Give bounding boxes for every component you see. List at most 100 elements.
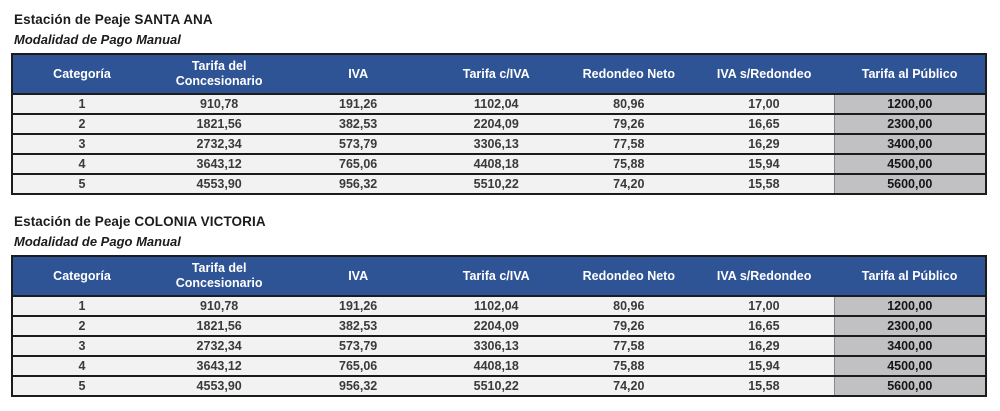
public-tariff-cell: 1200,00 xyxy=(833,94,986,115)
table-row: 5 4553,90 956,32 5510,22 74,20 15,58 5600,00 xyxy=(12,174,986,194)
tariff-cell: 15,58 xyxy=(694,174,835,194)
tariff-cell: 3306,13 xyxy=(429,134,564,155)
column-header: IVA s/Redondeo xyxy=(694,256,835,297)
tariff-cell: 4408,18 xyxy=(429,154,564,175)
tariff-cell: 191,26 xyxy=(287,296,430,317)
public-tariff-cell: 3400,00 xyxy=(833,134,986,155)
tariff-cell: 2 xyxy=(12,316,152,337)
payment-mode-subtitle: Modalidad de Pago Manual xyxy=(14,32,181,47)
tariff-cell: 5 xyxy=(12,174,152,194)
tariff-cell: 382,53 xyxy=(287,114,430,135)
tariff-cell: 1 xyxy=(12,296,152,317)
table-row: 3 2732,34 573,79 3306,13 77,58 16,29 3400,00 xyxy=(12,336,986,357)
tariff-cell: 382,53 xyxy=(287,316,430,337)
column-header: Tarifa del Concesionario xyxy=(151,54,288,95)
table-row: 5 4553,90 956,32 5510,22 74,20 15,58 5600,00 xyxy=(12,376,986,396)
tariff-cell: 2732,34 xyxy=(151,134,288,155)
tariff-cell: 16,65 xyxy=(694,114,835,135)
tariff-cell: 74,20 xyxy=(563,174,695,194)
tariff-cell: 3306,13 xyxy=(429,336,564,357)
tariff-cell: 765,06 xyxy=(287,154,430,175)
tariff-table-body: 1 910,78 191,26 1102,04 80,96 17,00 1200,00 2 18… xyxy=(12,94,986,194)
table-row: 1 910,78 191,26 1102,04 80,96 17,00 1200,00 xyxy=(12,296,986,317)
column-header: Redondeo Neto xyxy=(563,256,695,297)
tariff-cell: 15,94 xyxy=(694,154,835,175)
tariff-cell: 4553,90 xyxy=(151,174,288,194)
station-section-colonia-victoria: Estación de Peaje COLONIA VICTORIA Modal… xyxy=(11,212,987,397)
tariff-cell: 1102,04 xyxy=(429,296,564,317)
table-row: 4 3643,12 765,06 4408,18 75,88 15,94 4500,00 xyxy=(12,356,986,377)
tariff-cell: 191,26 xyxy=(287,94,430,115)
tariff-cell: 77,58 xyxy=(563,336,695,357)
public-tariff-cell: 4500,00 xyxy=(833,154,986,175)
table-row: 3 2732,34 573,79 3306,13 77,58 16,29 3400,00 xyxy=(12,134,986,155)
public-tariff-cell: 1200,00 xyxy=(833,296,986,317)
tariff-cell: 5510,22 xyxy=(429,174,564,194)
column-header: IVA xyxy=(287,256,430,297)
station-section-santa-ana: Estación de Peaje SANTA ANA Modalidad de… xyxy=(11,10,987,195)
public-tariff-cell: 5600,00 xyxy=(833,174,986,194)
header-row: Categoría Tarifa del Concesionario IVA Tari… xyxy=(12,54,986,95)
tariff-cell: 2732,34 xyxy=(151,336,288,357)
tariff-cell: 4 xyxy=(12,154,152,175)
tariff-cell: 77,58 xyxy=(563,134,695,155)
tariff-cell: 15,94 xyxy=(694,356,835,377)
column-header: Tarifa al Público xyxy=(834,256,986,297)
tariff-cell: 75,88 xyxy=(563,356,695,377)
tariff-cell: 15,58 xyxy=(694,376,835,396)
tariff-cell: 79,26 xyxy=(563,114,695,135)
column-header: Categoría xyxy=(12,256,152,297)
tariff-cell: 16,65 xyxy=(694,316,835,337)
tariff-table-header: Categoría Tarifa del Concesionario IVA Tari… xyxy=(12,256,986,297)
tariff-cell: 80,96 xyxy=(563,296,695,317)
public-tariff-cell: 3400,00 xyxy=(833,336,986,357)
tariff-cell: 765,06 xyxy=(287,356,430,377)
public-tariff-cell: 5600,00 xyxy=(833,376,986,396)
table-row: 4 3643,12 765,06 4408,18 75,88 15,94 4500,00 xyxy=(12,154,986,175)
tariff-cell: 956,32 xyxy=(287,174,430,194)
tariff-cell: 3 xyxy=(12,134,152,155)
tariff-cell: 910,78 xyxy=(151,296,288,317)
column-header: Redondeo Neto xyxy=(563,54,695,95)
tariff-table-body: 1 910,78 191,26 1102,04 80,96 17,00 1200,00 2 18… xyxy=(12,296,986,396)
header-row: Categoría Tarifa del Concesionario IVA Tari… xyxy=(12,256,986,297)
tariff-cell: 17,00 xyxy=(694,296,835,317)
tariff-cell: 4408,18 xyxy=(429,356,564,377)
column-header: Categoría xyxy=(12,54,152,95)
tariff-cell: 5510,22 xyxy=(429,376,564,396)
column-header: Tarifa c/IVA xyxy=(429,256,564,297)
public-tariff-cell: 4500,00 xyxy=(833,356,986,377)
tariff-cell: 74,20 xyxy=(563,376,695,396)
tariff-cell: 1102,04 xyxy=(429,94,564,115)
tariff-cell: 16,29 xyxy=(694,134,835,155)
payment-mode-subtitle: Modalidad de Pago Manual xyxy=(14,234,181,249)
table-row: 1 910,78 191,26 1102,04 80,96 17,00 1200,00 xyxy=(12,94,986,115)
tariff-cell: 2204,09 xyxy=(429,316,564,337)
tariff-cell: 2204,09 xyxy=(429,114,564,135)
public-tariff-cell: 2300,00 xyxy=(833,316,986,337)
column-header: Tarifa del Concesionario xyxy=(151,256,288,297)
tariff-cell: 3643,12 xyxy=(151,356,288,377)
tariff-cell: 17,00 xyxy=(694,94,835,115)
tariff-cell: 1 xyxy=(12,94,152,115)
tariff-cell: 4553,90 xyxy=(151,376,288,396)
table-row: 2 1821,56 382,53 2204,09 79,26 16,65 2300,00 xyxy=(12,114,986,135)
tariff-cell: 956,32 xyxy=(287,376,430,396)
column-header: Tarifa c/IVA xyxy=(429,54,564,95)
column-header: IVA xyxy=(287,54,430,95)
public-tariff-cell: 2300,00 xyxy=(833,114,986,135)
tariff-table: Categoría Tarifa del Concesionario IVA Tari… xyxy=(11,255,987,397)
tariff-cell: 910,78 xyxy=(151,94,288,115)
tariff-cell: 573,79 xyxy=(287,336,430,357)
tariff-cell: 1821,56 xyxy=(151,114,288,135)
tariff-cell: 2 xyxy=(12,114,152,135)
tariff-cell: 80,96 xyxy=(563,94,695,115)
station-title: Estación de Peaje SANTA ANA xyxy=(14,12,213,27)
tariff-cell: 75,88 xyxy=(563,154,695,175)
station-title: Estación de Peaje COLONIA VICTORIA xyxy=(14,214,266,229)
tariff-cell: 4 xyxy=(12,356,152,377)
tariff-cell: 1821,56 xyxy=(151,316,288,337)
tariff-cell: 573,79 xyxy=(287,134,430,155)
column-header: IVA s/Redondeo xyxy=(694,54,835,95)
